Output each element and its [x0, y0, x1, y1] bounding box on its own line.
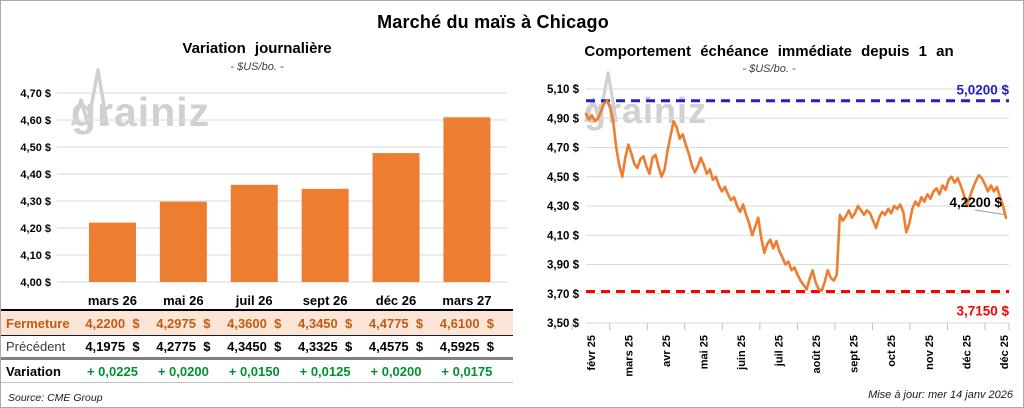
table-row-prev: Précédent 4,1975 $ 4,2775 $ 4,3450 $ 4,3325 … [1, 336, 513, 360]
y-axis-label: 4,60 $ [20, 115, 51, 127]
y-axis-label: 4,30 $ [20, 196, 51, 208]
var-value-mars 27: + 0,0175 [441, 363, 493, 379]
column-header-mai 26: mai 26 [163, 293, 204, 308]
month-label: août 25 [811, 335, 823, 374]
front-month-line-chart: 5,10 $ 4,90 $ 4,70 $ 4,50 $ 4,30 $ 4,10 $ 3,90… [547, 83, 1011, 377]
y-axis-label: 4,90 $ [547, 113, 580, 125]
front-month-chart-title: Comportement échéance immédiate depuis 1… [584, 43, 954, 60]
table-row-var: Variation + 0,0225 + 0,0200 + 0,0150 + 0,012… [1, 360, 513, 383]
row-label-close: Fermeture [6, 315, 70, 331]
column-header-mars 26: mars 26 [87, 293, 138, 308]
bar-mars 27 [443, 117, 491, 282]
y-axis-label: 4,40 $ [20, 169, 51, 181]
update-note: Mise à jour: mer 14 janv 2026 [868, 389, 1013, 401]
month-label: oct 25 [886, 335, 898, 367]
month-label: déc 25 [961, 335, 973, 369]
futures-quotes-table: mars 26 mai 26 juil 26 sept 26 déc 26 mars 27… [1, 292, 513, 383]
column-header-déc 26: déc 26 [375, 293, 417, 308]
y-axis-label: 4,10 $ [20, 250, 51, 262]
month-label: juin 25 [736, 335, 748, 371]
y-axis-label: 4,30 $ [547, 201, 580, 213]
y-axis-label: 4,70 $ [547, 143, 580, 155]
last-point-leader-line [974, 209, 1007, 216]
month-label: sept 25 [849, 335, 861, 373]
var-value-déc 26: + 0,0200 [370, 363, 422, 379]
grainwiz-watermark: grain iz [71, 68, 211, 135]
column-header-sept 26: sept 26 [302, 293, 348, 308]
watermark-text: grain [584, 90, 678, 131]
var-value-juil 26: + 0,0150 [228, 363, 280, 379]
upper-bound-label: 5,0200 $ [956, 83, 1009, 98]
price-line [584, 99, 1008, 293]
y-axis-label: 4,00 $ [20, 277, 51, 289]
y-axis-label: 5,10 $ [547, 84, 580, 96]
month-label: févr 25 [586, 335, 598, 370]
table-header-row: mars 26 mai 26 juil 26 sept 26 déc 26 mars 27 [1, 292, 513, 311]
prev-value-déc 26: 4,4575 $ [368, 339, 424, 354]
close-value-mai 26: 4,2975 $ [156, 315, 211, 331]
prev-value-mars 27: 4,5925 $ [439, 339, 494, 354]
month-label: mai 25 [699, 335, 711, 369]
bar-mars 26 [88, 222, 136, 282]
var-value-mai 26: + 0,0200 [157, 363, 209, 379]
prev-value-mars 26: 4,1975 $ [85, 339, 140, 354]
close-value-mars 27: 4,6100 $ [439, 315, 494, 331]
watermark-zigzag-icon [71, 68, 109, 126]
close-value-déc 26: 4,4775 $ [368, 315, 424, 331]
var-value-sept 26: + 0,0125 [299, 363, 351, 379]
grainwiz-watermark: grain iz [584, 71, 708, 131]
table-row-close: Fermeture 4,2200 $ 4,2975 $ 4,3600 $ 4,3450 … [1, 311, 513, 336]
y-axis-label: 4,70 $ [20, 88, 51, 100]
y-axis-label: 3,90 $ [547, 260, 580, 272]
close-value-juil 26: 4,3600 $ [227, 315, 282, 331]
y-axis-label: 3,50 $ [547, 318, 580, 330]
month-label: mars 25 [624, 335, 636, 377]
y-axis-label: 4,20 $ [20, 223, 51, 235]
bar-sept 26 [301, 188, 349, 282]
lower-bound-label: 3,7150 $ [956, 304, 1009, 319]
daily-variation-bar-chart: 4,70 $ 4,60 $ 4,50 $ 4,40 $ 4,30 $ 4,20 $ 4,10… [20, 88, 507, 289]
source-note: Source: CME Group [8, 392, 103, 404]
watermark-text: iz [677, 90, 708, 131]
close-value-sept 26: 4,3450 $ [298, 315, 353, 331]
close-value-mars 26: 4,2200 $ [85, 315, 140, 331]
y-axis-label: 3,70 $ [547, 289, 580, 301]
var-value-mars 26: + 0,0225 [86, 363, 138, 379]
bar-déc 26 [372, 153, 420, 282]
month-label: déc 25 [999, 335, 1011, 369]
prev-value-sept 26: 4,3325 $ [298, 339, 353, 354]
row-label-prev: Précédent [6, 339, 66, 354]
bar-mai 26 [159, 201, 207, 282]
y-axis-label: 4,50 $ [547, 172, 580, 184]
page-title: Marché du maïs à Chicago [377, 12, 609, 32]
y-axis-label: 4,10 $ [547, 230, 580, 242]
prev-value-juil 26: 4,3450 $ [227, 339, 282, 354]
front-month-chart-subtitle: - $US/bo. - [742, 63, 796, 75]
month-label: nov 25 [924, 335, 936, 370]
last-point-label: 4,2200 $ [949, 195, 1002, 210]
bar-juil 26 [230, 184, 278, 282]
row-label-var: Variation [6, 363, 61, 379]
watermark-text: iz [176, 89, 211, 135]
daily-variation-chart-subtitle: - $US/bo. - [230, 61, 284, 73]
prev-value-mai 26: 4,2775 $ [156, 339, 211, 354]
column-header-juil 26: juil 26 [235, 293, 273, 308]
month-label: juil 25 [774, 335, 786, 367]
column-header-mars 27: mars 27 [442, 293, 492, 308]
month-label: avr 25 [661, 335, 673, 367]
y-axis-label: 4,50 $ [20, 142, 51, 154]
daily-variation-chart-title: Variation journalière [182, 40, 332, 57]
